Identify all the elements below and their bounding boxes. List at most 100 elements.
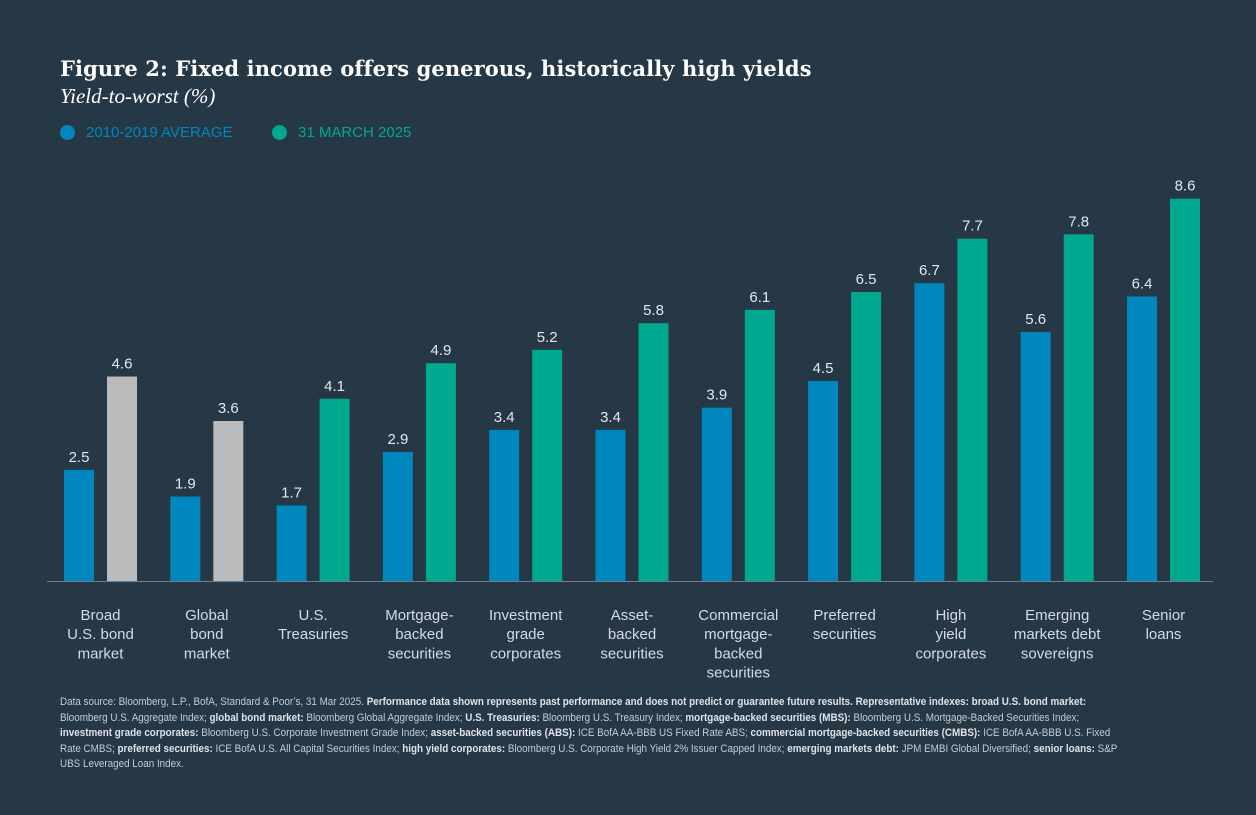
data-label: 2.9 <box>387 431 408 448</box>
footnote-segment: ICE BofA U.S. All Capital Securities Ind… <box>212 742 403 755</box>
footnote-bold-segment: U.S. Treasuries: <box>465 711 540 724</box>
bar-average <box>382 452 413 581</box>
legend-label-average: 2010-2019 AVERAGE <box>86 124 233 141</box>
data-label: 6.1 <box>749 289 770 306</box>
data-label: 1.9 <box>175 476 196 493</box>
x-tick-label: bond <box>190 626 223 643</box>
legend-item-march-2025: 31 MARCH 2025 <box>272 124 411 141</box>
data-label: 3.9 <box>706 387 727 404</box>
x-tick-label: sovereigns <box>1021 645 1094 662</box>
footnote-bold-segment: investment grade corporates: <box>60 727 199 739</box>
legend-item-average: 2010-2019 AVERAGE <box>60 124 232 141</box>
data-label: 4.6 <box>112 356 133 373</box>
data-label: 4.9 <box>430 342 451 359</box>
data-label: 3.6 <box>218 400 239 417</box>
x-tick-label: securities <box>388 645 451 662</box>
x-tick-label: grade <box>507 626 545 643</box>
bar-march-2025 <box>851 292 882 581</box>
chart-title: Figure 2: Fixed income offers generous, … <box>60 56 812 81</box>
bar-march-2025 <box>213 420 244 581</box>
bar-average <box>170 496 201 581</box>
footnote-bold-segment: emerging markets debt: <box>787 742 899 755</box>
footnote-segment: Bloomberg U.S. Mortgage-Backed Securitie… <box>850 711 1080 724</box>
x-tick-label: backed <box>395 626 443 643</box>
x-tick-label: loans <box>1146 626 1182 643</box>
x-tick-label: Asset- <box>611 607 654 624</box>
footnote-bold-segment: senior loans: <box>1033 742 1095 755</box>
footnote-bold-segment: Performance data shown represents past p… <box>366 696 1087 708</box>
footnote-bold-segment: high yield corporates: <box>402 742 506 755</box>
bar-march-2025 <box>744 309 775 581</box>
footnote-bold-segment: asset-backed securities (ABS): <box>430 727 576 739</box>
x-tick-label: Global <box>185 607 228 624</box>
data-label: 3.4 <box>600 409 621 426</box>
x-tick-label: backed <box>714 645 762 662</box>
footnote-bold-segment: commercial mortgage-backed securities (C… <box>750 727 981 739</box>
x-tick-label: markets debt <box>1014 626 1102 643</box>
footnote-segment: Bloomberg U.S. Corporate Investment Grad… <box>198 727 431 739</box>
bar-average <box>276 505 307 581</box>
footnote-segment: Bloomberg U.S. Treasury Index; <box>539 711 686 724</box>
bar-march-2025 <box>638 323 669 581</box>
footnote-segment: S&P UBS Leveraged Loan Index. <box>60 742 1118 771</box>
bar-average <box>914 283 945 581</box>
footnote-segment: ICE BofA AA-BBB US Fixed Rate ABS; <box>575 727 751 739</box>
bar-average <box>1127 296 1157 581</box>
footnote-segment: JPM EMBI Global Diversified; <box>898 742 1034 755</box>
bar-average <box>1020 332 1051 581</box>
x-tick-label: Treasuries <box>278 626 348 643</box>
bar-march-2025 <box>957 238 988 582</box>
x-tick-label: U.S. bond <box>67 626 134 643</box>
bar-march-2025 <box>425 363 456 581</box>
bar-average <box>64 469 94 581</box>
x-tick-label: Emerging <box>1025 607 1089 624</box>
x-tick-label: corporates <box>915 645 986 662</box>
data-label: 3.4 <box>494 409 515 426</box>
bar-average <box>595 429 626 581</box>
x-tick-label: Investment <box>489 607 563 624</box>
x-tick-label: securities <box>600 645 663 662</box>
legend-swatch-march-2025 <box>272 125 287 140</box>
x-tick-label: backed <box>608 626 656 643</box>
data-label: 4.5 <box>813 360 834 377</box>
x-tick-label: securities <box>813 626 876 643</box>
x-tick-label: High <box>935 607 966 624</box>
data-label: 1.7 <box>281 484 302 501</box>
data-label: 2.5 <box>69 449 90 466</box>
data-source-footnote: Data source: Bloomberg, L.P., BofA, Stan… <box>60 695 1120 773</box>
x-tick-label: yield <box>935 626 966 643</box>
bar-march-2025 <box>1170 198 1200 582</box>
data-label: 6.4 <box>1132 276 1153 293</box>
legend-label-march-2025: 31 MARCH 2025 <box>298 124 412 141</box>
x-tick-label: Preferred <box>813 607 876 624</box>
data-label: 5.6 <box>1025 311 1046 328</box>
bar-march-2025 <box>532 349 563 581</box>
footnote-segment: Bloomberg U.S. Corporate High Yield 2% I… <box>505 742 788 755</box>
bar-march-2025 <box>107 376 137 581</box>
data-label: 7.8 <box>1068 213 1089 230</box>
x-tick-label: Commercial <box>698 607 778 624</box>
data-label: 5.2 <box>537 329 558 346</box>
chart-subtitle: Yield-to-worst (%) <box>60 84 216 108</box>
x-tick-label: Broad <box>80 607 120 624</box>
x-tick-label: Senior <box>1142 607 1185 624</box>
legend-swatch-average <box>60 125 75 140</box>
footnote-segment: Bloomberg U.S. Aggregate Index; <box>60 711 210 724</box>
bar-chart: 2.5 4.6 Broad U.S. bond market 1.9 3.6 Global bo… <box>47 178 1213 682</box>
data-label: 6.7 <box>919 262 940 279</box>
bar-average <box>701 407 732 581</box>
footnote-segment: ICE BofA AA-BBB U.S. Fixed Rate CMBS; <box>60 727 1111 755</box>
bar-march-2025 <box>1063 234 1094 582</box>
footnote-bold-segment: preferred securities: <box>117 742 213 755</box>
data-label: 7.7 <box>962 218 983 235</box>
footnote-segment: Bloomberg Global Aggregate Index; <box>303 711 466 724</box>
x-tick-label: U.S. <box>299 607 328 624</box>
footnote-bold-segment: mortgage-backed securities (MBS): <box>685 711 851 724</box>
bar-march-2025 <box>319 398 350 581</box>
x-tick-label: Mortgage- <box>385 607 453 624</box>
data-label: 5.8 <box>643 302 664 319</box>
data-label: 6.5 <box>856 271 877 288</box>
footnote-bold-segment: global bond market: <box>209 711 304 724</box>
footnote-segment: Data source: Bloomberg, L.P., BofA, Stan… <box>60 696 367 708</box>
bar-average <box>489 429 520 581</box>
